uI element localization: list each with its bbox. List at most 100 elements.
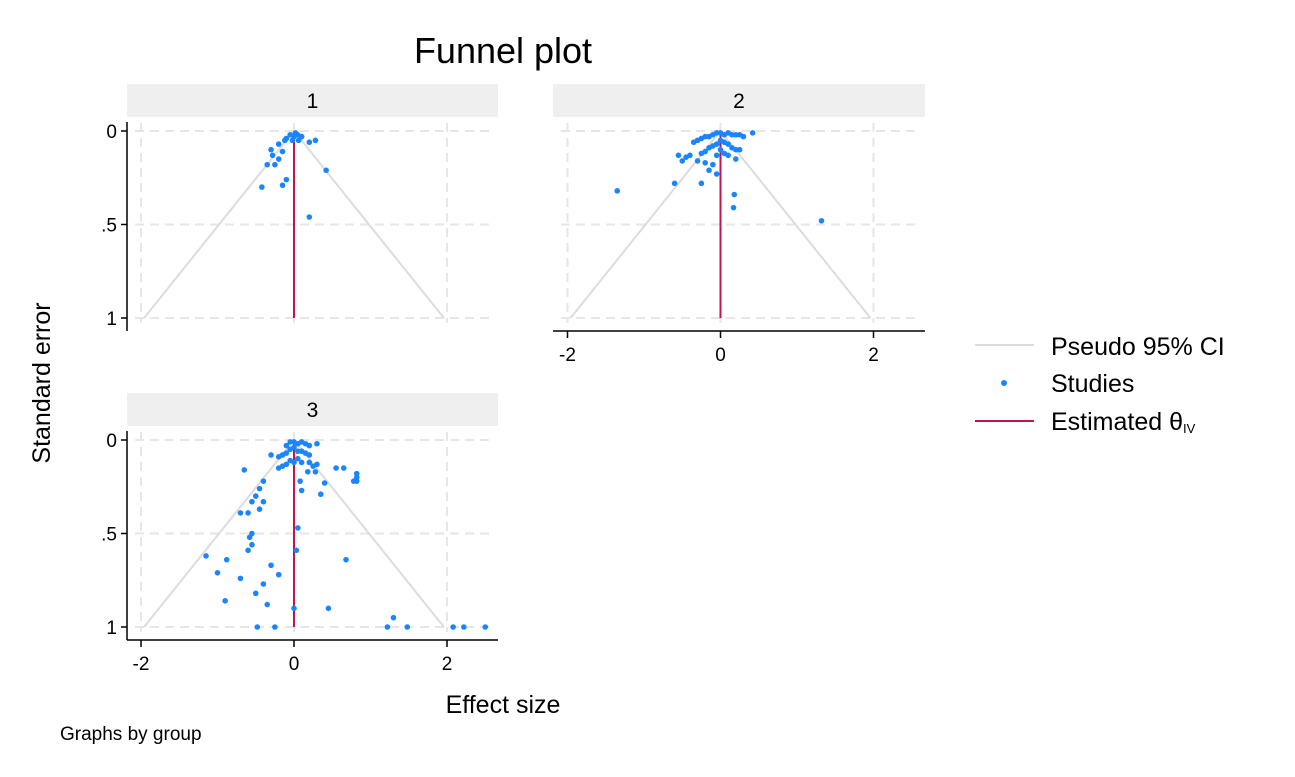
legend-ci-label: Pseudo 95% CI <box>1051 333 1225 361</box>
study-point <box>390 614 397 621</box>
study-point <box>264 161 271 168</box>
legend-estimate-text: Estimated θ <box>1051 408 1183 436</box>
study-point <box>298 459 305 466</box>
study-point <box>289 137 296 144</box>
x-tick-label: 2 <box>442 654 453 675</box>
study-point <box>272 161 278 168</box>
study-point <box>287 446 293 453</box>
study-point <box>252 493 259 499</box>
panels: 10.512-2 0 230.51-2 0 2 <box>101 84 925 675</box>
study-point <box>287 439 293 445</box>
study-point <box>249 541 255 548</box>
study-point <box>306 459 313 466</box>
legend-estimate-subscript: IV <box>1183 421 1196 436</box>
x-axis-title: Effect size <box>446 691 561 719</box>
y-tick-label: 0 <box>106 431 117 452</box>
study-point <box>325 605 332 612</box>
y-tick-label: 1 <box>106 618 117 639</box>
study-point <box>282 137 288 144</box>
study-point <box>698 150 705 157</box>
study-point <box>252 590 259 597</box>
study-point <box>740 133 747 140</box>
study-point <box>245 510 251 516</box>
study-point <box>275 156 282 162</box>
study-point <box>223 556 230 563</box>
x-tick-label: 2 <box>868 345 879 366</box>
study-point <box>314 461 320 468</box>
study-point <box>298 487 305 494</box>
study-point <box>690 139 697 146</box>
study-point <box>275 454 282 460</box>
y-tick-label: 0 <box>106 122 117 143</box>
y-tick-label: .5 <box>101 216 117 237</box>
study-point <box>295 525 301 531</box>
study-point <box>283 442 290 449</box>
study-point <box>733 156 739 162</box>
study-point <box>312 468 319 475</box>
x-tick-label: -2 <box>559 345 576 366</box>
study-point <box>260 478 267 484</box>
study-point <box>694 158 701 164</box>
study-point <box>482 624 489 630</box>
study-point <box>306 139 313 146</box>
study-point <box>295 137 302 144</box>
panel-strip <box>127 84 498 117</box>
panel-strip <box>127 393 498 426</box>
study-point <box>717 146 724 153</box>
panel-2: 2 -2 0 2 <box>553 84 925 366</box>
study-point <box>736 146 743 153</box>
study-point <box>245 547 251 554</box>
study-point <box>256 485 263 492</box>
legend-studies-label: Studies <box>1051 370 1134 398</box>
study-point <box>306 452 313 458</box>
study-point <box>710 161 716 168</box>
study-point <box>317 491 324 498</box>
study-point <box>404 624 411 630</box>
study-point <box>733 131 739 138</box>
study-point <box>323 167 329 174</box>
study-point <box>731 191 738 198</box>
x-tick-label: 0 <box>289 654 300 675</box>
study-point <box>264 601 271 608</box>
study-point <box>312 137 319 144</box>
study-point <box>297 478 303 484</box>
study-point <box>384 624 391 630</box>
study-point <box>725 141 731 147</box>
legend: Pseudo 95% CI Studies Estimated θIV <box>975 333 1225 436</box>
study-point <box>818 217 825 224</box>
study-point <box>706 133 712 140</box>
study-point <box>203 553 209 559</box>
study-point <box>450 624 456 630</box>
study-point <box>729 131 735 138</box>
study-point <box>304 468 311 475</box>
study-point <box>259 184 265 190</box>
study-point <box>706 167 712 174</box>
study-point <box>237 575 244 582</box>
study-point <box>306 214 313 220</box>
study-point <box>293 547 300 554</box>
study-point <box>275 465 282 471</box>
study-point <box>291 605 297 612</box>
study-point <box>283 176 290 183</box>
study-point <box>269 152 276 159</box>
study-point <box>683 154 689 160</box>
chart-title: Funnel plot <box>414 30 592 71</box>
study-point <box>246 534 253 541</box>
study-point <box>260 498 267 505</box>
study-point <box>698 180 705 187</box>
study-point <box>306 442 313 449</box>
study-point <box>314 440 320 447</box>
y-axis-title: Standard error <box>28 302 56 463</box>
study-point <box>321 480 328 486</box>
study-point <box>279 148 286 155</box>
study-point <box>275 141 282 147</box>
legend-estimate-label: Estimated θIV <box>1051 408 1196 436</box>
study-point <box>268 452 274 458</box>
footnote: Graphs by group <box>60 724 202 745</box>
x-tick-label: -2 <box>133 654 150 675</box>
study-point <box>343 556 349 563</box>
study-point <box>254 624 261 630</box>
study-point <box>679 158 686 164</box>
study-point <box>713 171 720 177</box>
